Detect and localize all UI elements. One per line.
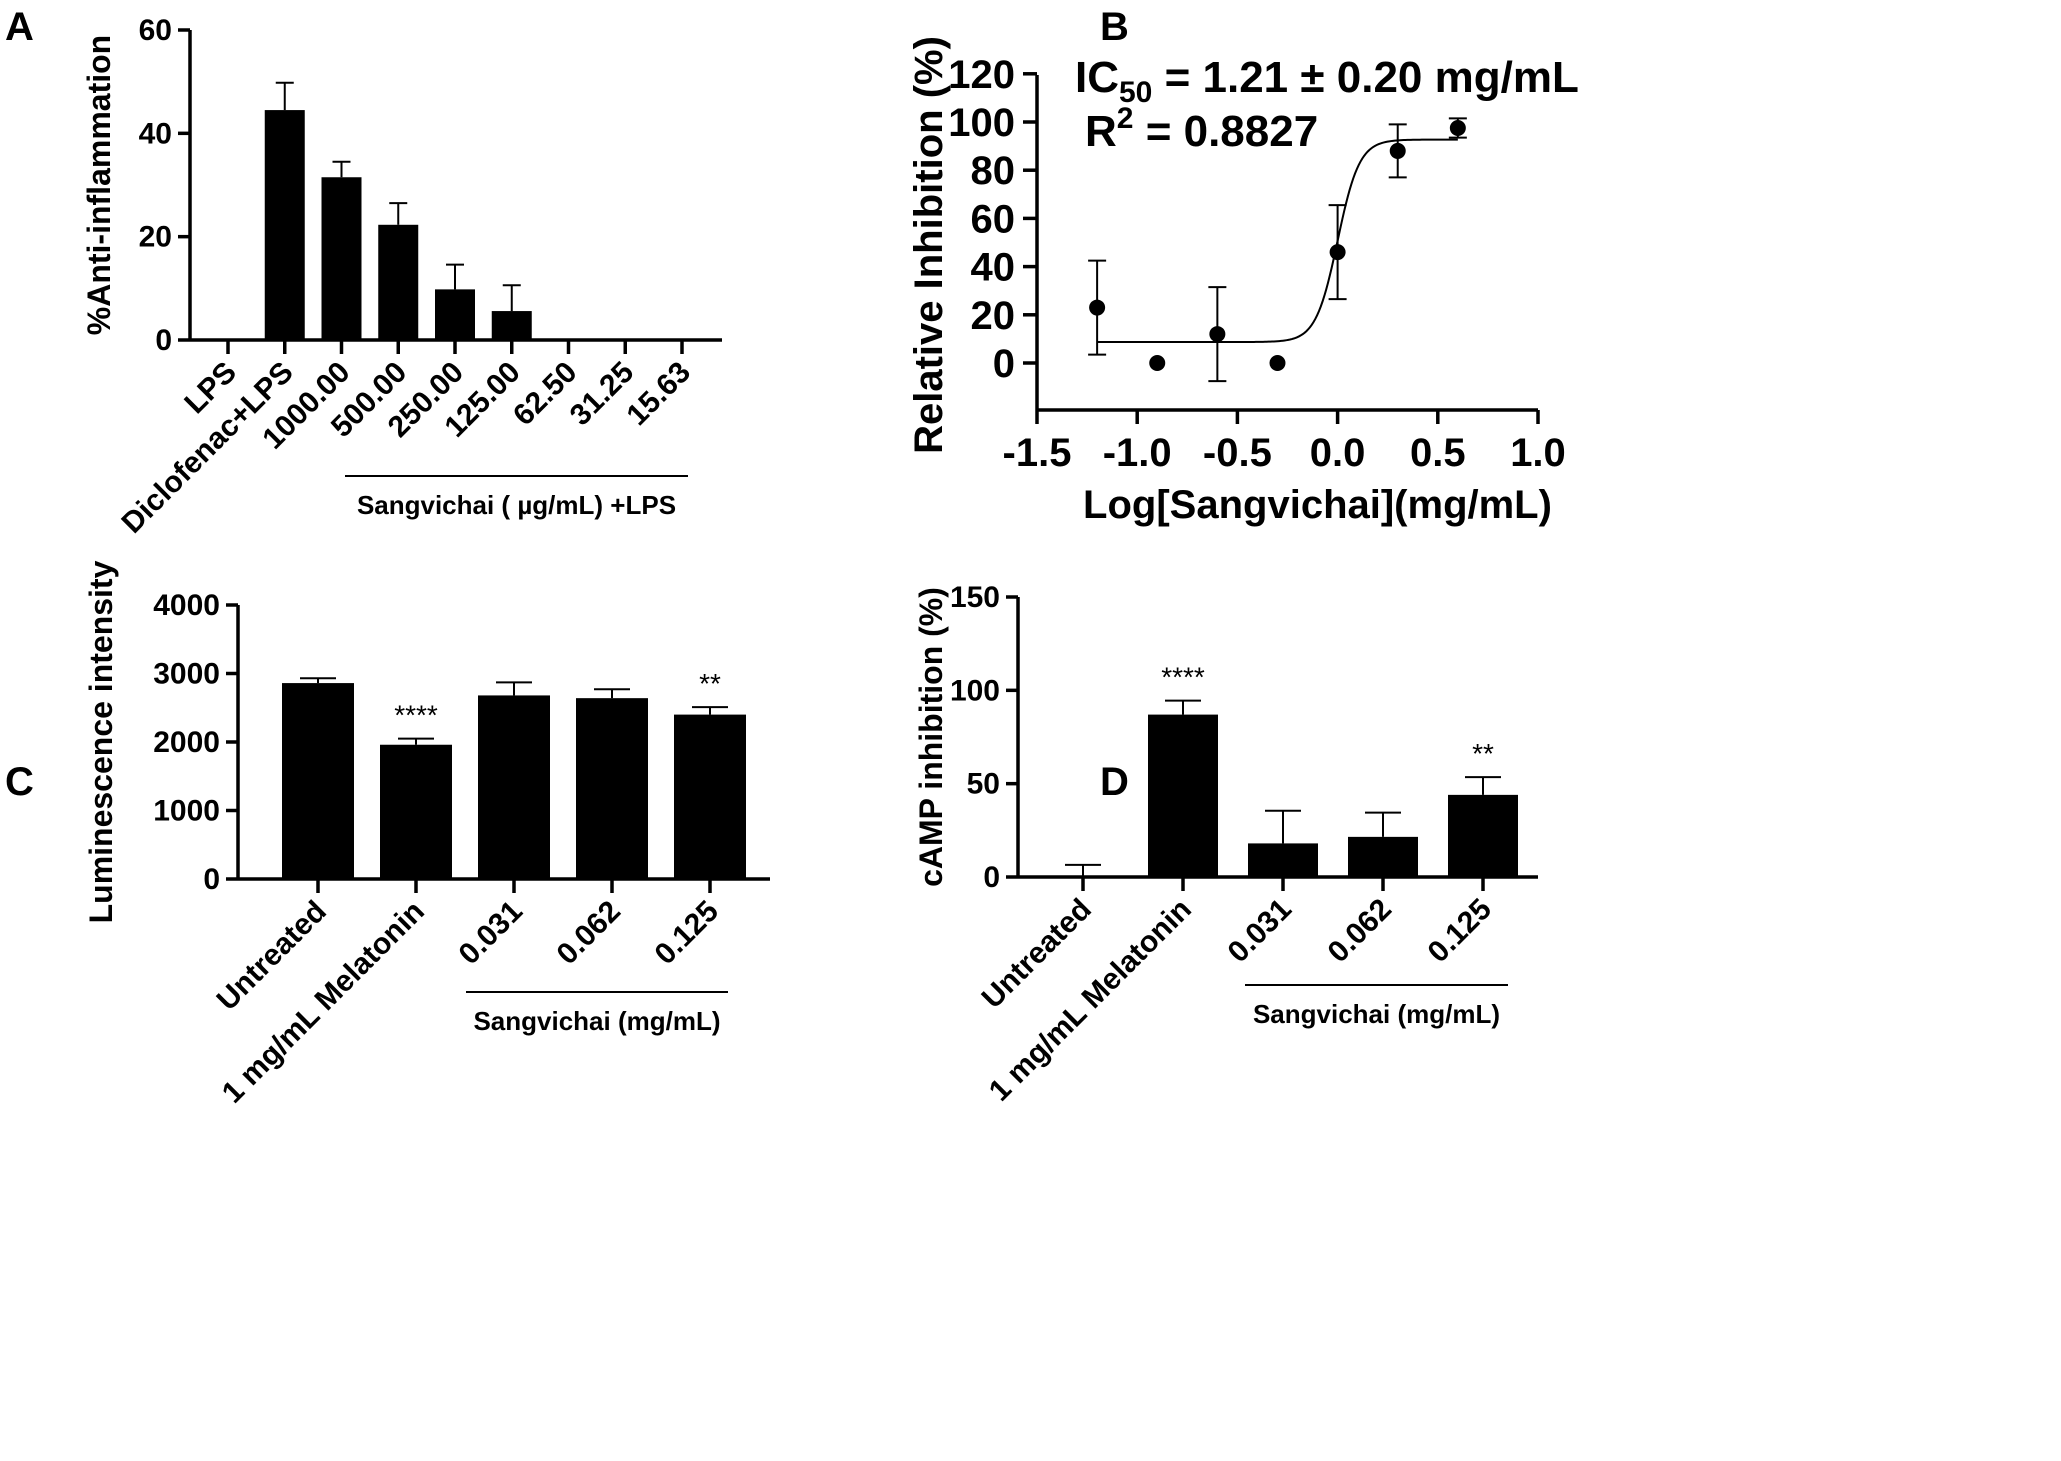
d-y-tick-label: 150 [950, 581, 1000, 614]
b-x-tick-label: 0.0 [1310, 431, 1366, 475]
d-bar [1148, 714, 1218, 877]
b-data-point [1209, 326, 1226, 343]
b-y-tick-label: 60 [971, 197, 1016, 241]
b-x-axis-label: Log[Sangvichai](mg/mL) [1083, 483, 1552, 527]
panel-label-c: C [5, 760, 34, 804]
b-y-tick-label: 80 [971, 149, 1016, 193]
b-x-tick-label: -0.5 [1203, 431, 1272, 475]
a-bar [491, 311, 532, 340]
b-y-tick-label: 20 [971, 294, 1016, 338]
panel-a-chart: 0204060%Anti-inflammationLPSDiclofenac+L… [81, 14, 722, 540]
a-y-tick-label: 0 [155, 324, 172, 357]
c-y-axis-label: Luminescence intensity [83, 560, 119, 923]
c-bar [576, 698, 648, 879]
b-y-tick-label: 120 [948, 53, 1015, 97]
d-significance-mark: ** [1472, 738, 1494, 769]
a-group-label: Sangvichai ( µg/mL) +LPS [357, 490, 676, 520]
panel-label-b: B [1100, 5, 1129, 49]
b-x-tick-label: -1.5 [1003, 431, 1072, 475]
a-y-tick-label: 40 [139, 117, 172, 150]
c-bar [282, 683, 354, 879]
a-category-label: 31.25 [564, 356, 640, 432]
b-y-tick-label: 40 [971, 246, 1016, 290]
c-bar [674, 714, 746, 879]
c-group-label: Sangvichai (mg/mL) [473, 1006, 720, 1036]
a-category-label: 62.50 [507, 356, 583, 432]
c-category-label: 0.062 [551, 895, 627, 971]
a-bar [321, 177, 362, 340]
d-significance-mark: **** [1161, 662, 1205, 693]
d-bar [1448, 794, 1518, 877]
panel-label-a: A [5, 5, 34, 49]
b-data-point [1389, 142, 1406, 159]
d-category-label: 0.062 [1322, 893, 1398, 969]
a-bar [378, 224, 419, 340]
c-y-tick-label: 2000 [153, 726, 220, 759]
a-category-label: 15.63 [621, 356, 697, 432]
d-y-tick-label: 0 [983, 861, 1000, 894]
b-data-point [1329, 244, 1346, 261]
b-data-point [1449, 120, 1466, 137]
d-category-label: 0.031 [1222, 893, 1298, 969]
b-data-point [1089, 299, 1106, 316]
d-group-label: Sangvichai (mg/mL) [1253, 999, 1500, 1029]
b-y-tick-label: 100 [948, 101, 1015, 145]
c-category-label: 0.125 [649, 895, 725, 971]
a-y-axis-label: %Anti-inflammation [81, 35, 117, 335]
d-y-axis-label: cAMP inhibition (%) [913, 587, 949, 887]
c-bar [478, 695, 550, 879]
b-ic50-annotation: IC50 = 1.21 ± 0.20 mg/mL [1075, 53, 1579, 109]
c-y-tick-label: 1000 [153, 795, 220, 828]
c-category-label: 0.031 [453, 895, 529, 971]
b-r2-annotation: R2 = 0.8827 [1085, 102, 1318, 156]
b-y-axis-label: Relative Inhibition (%) [907, 36, 951, 454]
d-y-tick-label: 100 [950, 674, 1000, 707]
d-y-tick-label: 50 [967, 768, 1000, 801]
c-significance-mark: **** [394, 700, 438, 731]
c-y-tick-label: 3000 [153, 658, 220, 691]
d-category-label: 1 mg/mL Melatonin [983, 893, 1198, 1108]
a-y-tick-label: 20 [139, 221, 172, 254]
a-y-tick-label: 60 [139, 14, 172, 47]
b-data-point [1269, 355, 1286, 371]
d-bar [1248, 843, 1318, 877]
a-bar [435, 289, 475, 340]
c-bar [380, 744, 452, 879]
d-category-label: 0.125 [1422, 893, 1498, 969]
c-y-tick-label: 4000 [153, 589, 220, 622]
b-x-tick-label: -1.0 [1103, 431, 1172, 475]
c-significance-mark: ** [699, 668, 721, 699]
b-data-point [1149, 355, 1166, 371]
b-x-tick-label: 0.5 [1410, 431, 1466, 475]
d-bar [1348, 836, 1418, 877]
panel-label-d: D [1100, 760, 1129, 804]
a-bar [264, 110, 305, 340]
b-y-tick-label: 0 [993, 342, 1015, 386]
c-y-tick-label: 0 [203, 863, 220, 896]
b-fit-curve [1097, 138, 1458, 344]
b-x-tick-label: 1.0 [1510, 431, 1566, 475]
